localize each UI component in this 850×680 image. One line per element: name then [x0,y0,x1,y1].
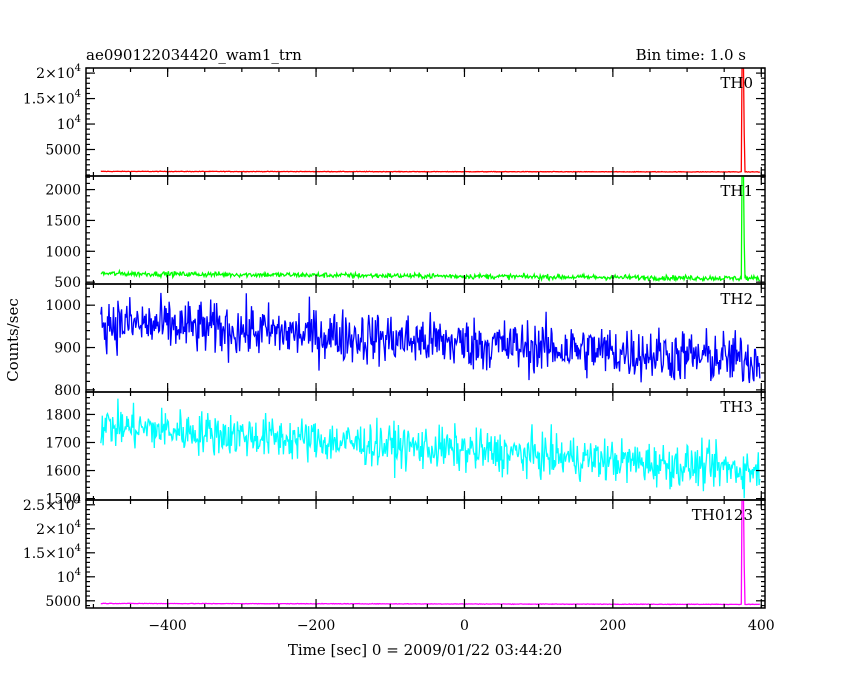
y-tick-label: 2000 [45,183,81,199]
y-tick-label: 1500 [45,213,81,229]
panel-th2: 800 900 1000 TH2 [45,283,766,399]
y-tick-label: 1500 [45,492,81,508]
panel-name-label: TH2 [720,290,753,308]
y-tick-label: 1.5×104 [23,543,81,562]
series-line-th1 [100,176,761,283]
y-tick-label: 104 [57,567,81,586]
x-tick-label: 200 [600,618,627,634]
x-tick-label: 400 [748,618,775,634]
y-tick-label: 900 [54,341,81,357]
y-tick-label: 5000 [45,143,81,159]
series-line-th0123 [100,500,760,606]
panel-frame [85,175,766,285]
y-tick-label: 104 [57,114,81,133]
y-tick-label: 1600 [45,464,81,480]
panel-name-label: TH0123 [692,506,753,524]
x-tick-label: 0 [460,618,469,634]
y-tick-label: 1000 [45,244,81,260]
y-tick-label: 800 [54,383,81,399]
y-tick-label: 2×104 [36,519,81,538]
panel-th1: 500 1000 1500 2000 TH1 [45,175,766,291]
x-tick-labels: −400 −200 0 200 400 [148,618,774,634]
panel-th0123: 5000 104 1.5×104 2×104 2.5×104 TH0123 [23,495,766,610]
y-tick-label: 5000 [45,594,81,610]
y-tick-label: 2×104 [36,63,81,82]
panel-th0: 5000 104 1.5×104 2×104 TH0 [23,63,766,177]
panel-name-label: TH0 [720,74,753,92]
panels-group: 5000 104 1.5×104 2×104 TH0 500 1000 1500 2000 TH1… [23,63,766,610]
y-tick-label: 1.5×104 [23,89,81,108]
panel-frame [85,67,766,177]
panel-name-label: TH1 [720,182,753,200]
x-tick-label: −200 [297,618,335,634]
series-line-th3 [100,398,761,499]
y-tick-label: 1700 [45,435,81,451]
panel-name-label: TH3 [720,398,753,416]
bin-time-label: Bin time: 1.0 s [636,46,746,64]
panel-frame [85,499,766,609]
y-tick-label: 1000 [45,298,81,314]
y-tick-label: 1800 [45,407,81,423]
series-line-th0 [100,68,761,173]
y-axis-label: Counts/sec [4,298,22,382]
panel-th3: 1500 1600 1700 1800 TH3 [45,391,766,508]
y-tick-label: 2.5×104 [23,495,81,514]
x-tick-label: −400 [148,618,186,634]
y-tick-label: 500 [54,275,81,291]
x-axis-label: Time [sec] 0 = 2009/01/22 03:44:20 [288,641,562,659]
source-name-label: ae090122034420_wam1_trn [86,46,302,64]
series-line-th2 [100,292,761,384]
